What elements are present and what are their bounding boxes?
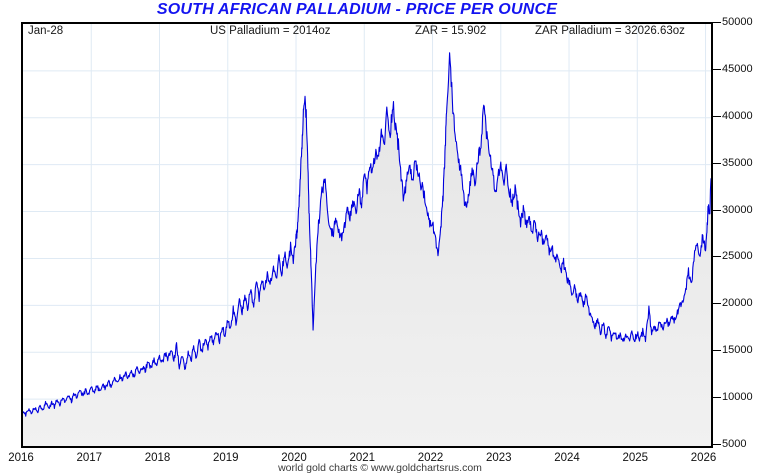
x-axis-label: 2017 [76, 452, 103, 464]
y-axis-tick [713, 444, 721, 445]
y-axis-label: 15000 [722, 344, 753, 357]
y-axis-tick [713, 303, 721, 305]
y-axis-label: 35000 [722, 156, 753, 169]
x-axis-label: 2018 [144, 452, 171, 464]
header-zar-palladium: ZAR Palladium = 32026.63oz [535, 25, 685, 37]
header-zar-rate: ZAR = 15.902 [415, 25, 487, 37]
x-axis-label: 2021 [349, 452, 376, 464]
x-axis-label: 2020 [281, 452, 307, 464]
plot-area [21, 22, 713, 448]
x-axis-label: 2016 [8, 452, 34, 464]
x-axis-label: 2024 [554, 452, 580, 464]
y-axis-tick [713, 22, 721, 23]
x-axis-label: 2022 [417, 452, 444, 464]
y-axis-tick [713, 115, 721, 117]
y-axis-label: 50000 [722, 16, 753, 28]
y-axis-tick [713, 209, 721, 211]
y-axis-tick [713, 162, 721, 164]
header-us-palladium: US Palladium = 2014oz [210, 25, 331, 37]
y-axis-tick [713, 68, 721, 70]
chart-title: SOUTH AFRICAN PALLADIUM - PRICE PER OUNC… [156, 1, 558, 18]
y-axis-tick [713, 397, 721, 399]
price-line [23, 52, 711, 417]
y-axis-label: 30000 [722, 203, 753, 216]
y-axis-tick [713, 350, 721, 352]
y-axis-label: 5000 [722, 438, 747, 450]
header-date: Jan-28 [28, 25, 64, 37]
x-axis-label: 2023 [485, 452, 512, 464]
x-axis-label: 2026 [690, 452, 717, 464]
y-axis-label: 25000 [722, 250, 753, 263]
x-axis-label: 2025 [622, 452, 649, 464]
y-axis-label: 45000 [722, 62, 753, 75]
y-axis-label: 40000 [722, 109, 753, 122]
area-fill [23, 52, 711, 446]
price-area-chart [23, 24, 711, 446]
footer-attribution: world gold charts © www.goldchartsrus.co… [278, 462, 482, 474]
y-axis-label: 20000 [722, 297, 753, 310]
y-axis-tick [713, 256, 721, 258]
x-axis-label: 2019 [212, 452, 239, 464]
y-axis-label: 10000 [722, 391, 753, 404]
